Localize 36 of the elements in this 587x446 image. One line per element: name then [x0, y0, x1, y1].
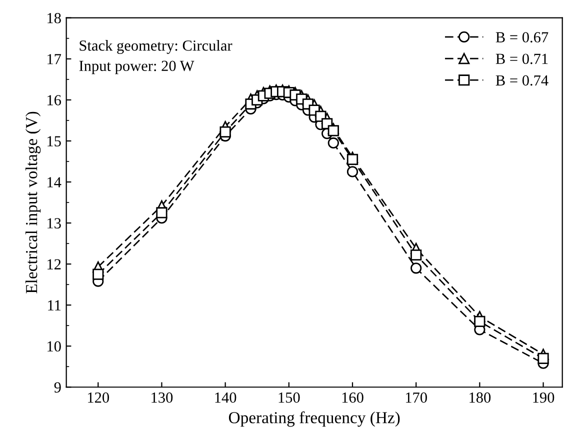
x-tick-label: 140 — [215, 392, 236, 403]
y-tick-label: 9 — [54, 382, 61, 393]
y-tick-label: 11 — [48, 300, 61, 310]
point — [328, 125, 339, 136]
x-axis-title: Operating frequency (Hz) — [228, 411, 400, 427]
x-tick-label: 180 — [470, 392, 491, 403]
y-tick-label: 17 — [48, 54, 62, 64]
y-tick-label: 10 — [48, 341, 61, 352]
point — [220, 126, 231, 138]
point — [410, 262, 422, 274]
y-tick-label: 16 — [48, 95, 62, 106]
y-tick-label: 15 — [48, 136, 61, 146]
point — [410, 249, 422, 261]
legend-label: B = 0.74 — [496, 75, 548, 86]
annotation: Stack geometry: Circular — [80, 40, 232, 54]
point — [156, 207, 168, 218]
point — [346, 154, 358, 165]
point — [346, 166, 358, 178]
point — [92, 268, 104, 280]
annotation: Input power: 20 W — [79, 60, 194, 74]
x-tick-label: 170 — [406, 392, 427, 403]
point — [538, 352, 549, 364]
x-tick-label: 190 — [533, 392, 554, 403]
y-tick-label: 13 — [48, 218, 61, 228]
legend-label: B = 0.67 — [496, 32, 548, 42]
y-tick-label: 14 — [48, 177, 62, 188]
point — [328, 137, 339, 149]
x-tick-label: 130 — [152, 392, 173, 403]
y-tick-label: 18 — [48, 12, 61, 24]
x-tick-label: 120 — [88, 392, 110, 403]
x-tick-label: 160 — [342, 392, 364, 403]
y-tick-label: 12 — [48, 259, 61, 270]
x-tick-label: 150 — [278, 392, 300, 403]
legend-label: B = 0.71 — [496, 54, 548, 64]
point — [474, 316, 486, 328]
y-axis-title: Electrical input voltage (V) — [25, 112, 41, 294]
